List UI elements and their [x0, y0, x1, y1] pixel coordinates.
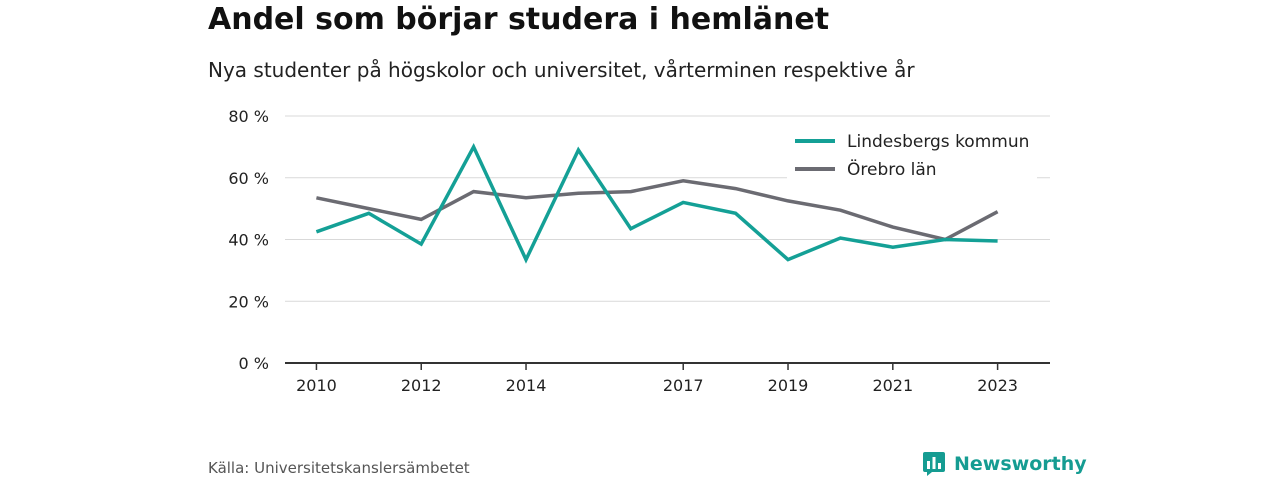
y-tick-label: 20 % — [228, 292, 269, 311]
y-tick-label: 60 % — [228, 169, 269, 188]
y-tick-label: 80 % — [228, 107, 269, 126]
x-tick-label: 2017 — [663, 376, 704, 395]
legend-label: Lindesbergs kommun — [847, 132, 1029, 152]
x-tick-label: 2010 — [296, 376, 337, 395]
line-chart: 0 % 20 % 40 % 60 % 80 % 2010 2012 2014 2017 2019 2… — [228, 107, 1050, 395]
series-line-örebro-län — [316, 179, 999, 242]
source-note: Källa: Universitetskanslersämbetet — [208, 459, 470, 477]
brand-name: Newsworthy — [954, 453, 1087, 475]
chart-subtitle: Nya studenter på högskolor och universit… — [208, 58, 915, 82]
y-tick-label: 40 % — [228, 231, 269, 250]
newsworthy-logo[interactable]: Newsworthy — [922, 451, 1087, 477]
series-line-lindesbergs-kommun — [315, 142, 998, 264]
chart-title: Andel som börjar studera i hemlänet — [208, 2, 830, 37]
x-tick-label: 2012 — [401, 376, 442, 395]
x-tick-label: 2019 — [768, 376, 809, 395]
x-tick-label: 2021 — [872, 376, 913, 395]
x-tick-label: 2023 — [977, 376, 1018, 395]
x-tick-label: 2014 — [506, 376, 547, 395]
legend-label: Örebro län — [847, 158, 937, 180]
bar-chart-speech-bubble-icon — [923, 452, 945, 476]
y-tick-label: 0 % — [239, 354, 269, 373]
